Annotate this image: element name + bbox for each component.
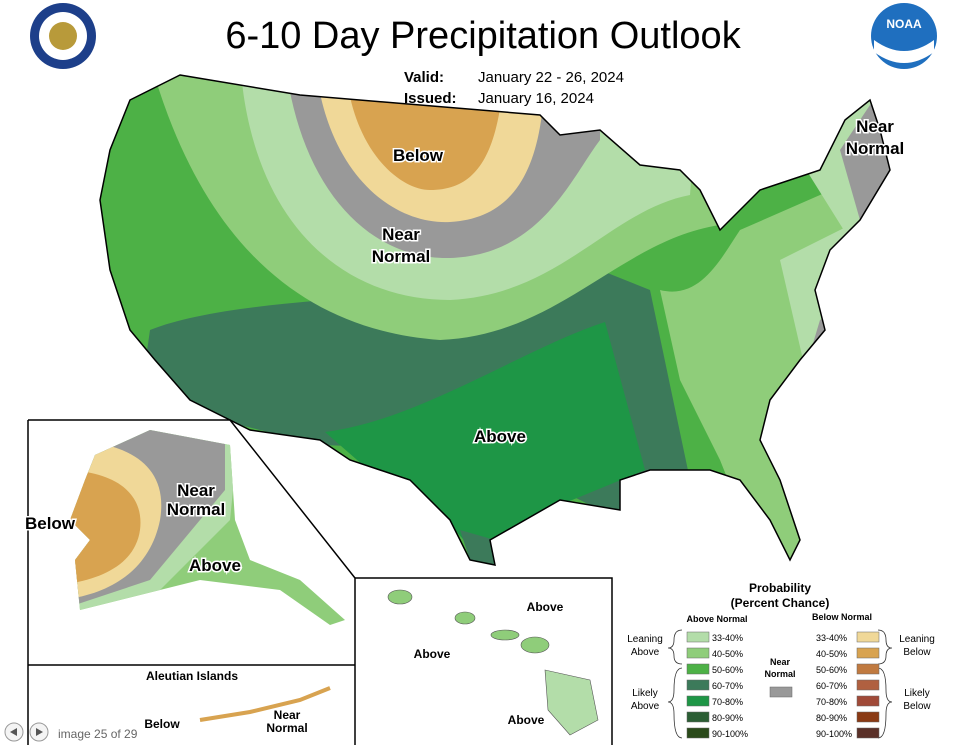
legend-swatch (686, 631, 710, 643)
map-label: Above (189, 556, 241, 575)
legend-swatch (686, 711, 710, 723)
legend-range: 70-80% (712, 697, 743, 707)
legend-range: 90-100% (712, 729, 748, 739)
legend-group: Below (903, 647, 931, 658)
legend-range: 80-90% (816, 713, 847, 723)
hawaii-frame (355, 577, 613, 745)
map-label: Normal (266, 721, 307, 735)
legend-range: 70-80% (816, 697, 847, 707)
map-label: Near (274, 708, 301, 722)
legend-swatch (856, 727, 880, 739)
legend-swatch (856, 663, 880, 675)
legend-range: 40-50% (816, 649, 847, 659)
noaa-text: NOAA (886, 17, 922, 31)
legend-range: 40-50% (712, 649, 743, 659)
legend-rows: 33-40% 40-50% 50-60% 60-70% 70-80% 80-90% 90-1… (686, 631, 880, 739)
alaska-frame (28, 419, 356, 745)
legend-range: 33-40% (816, 633, 847, 643)
hawaii-islands (387, 589, 599, 736)
legend-braces (667, 629, 893, 739)
valid-label: Valid: (404, 69, 444, 86)
commerce-seal (30, 3, 96, 69)
legend-swatch (856, 679, 880, 691)
issued-date: January 16, 2024 (478, 90, 594, 107)
legend-range: 80-90% (712, 713, 743, 723)
map-label: Near (856, 117, 894, 136)
map-label: Normal (846, 139, 905, 158)
legend-title: Probability (749, 581, 811, 595)
legend-group: Leaning (899, 634, 935, 645)
legend-group: Likely (904, 688, 930, 699)
legend-near: Normal (764, 669, 795, 679)
legend-group: Above (631, 647, 660, 658)
legend-subtitle: (Percent Chance) (731, 596, 830, 610)
legend-range: 60-70% (712, 681, 743, 691)
noaa-logo: NOAA (871, 3, 937, 69)
map-label: Near (177, 481, 215, 500)
legend-swatch (856, 695, 880, 707)
legend-group: Below (903, 701, 931, 712)
legend-swatch (856, 647, 880, 659)
legend-swatch (856, 711, 880, 723)
legend-group: Leaning (627, 634, 663, 645)
legend-swatch (769, 686, 793, 698)
legend-swatch (686, 647, 710, 659)
pager-text: image 25 of 29 (58, 727, 138, 741)
legend-group: Above (631, 701, 660, 712)
map-label: Near (382, 225, 420, 244)
legend-heading: Below Normal (812, 612, 872, 622)
conus-border (99, 74, 891, 566)
legend-range: 60-70% (816, 681, 847, 691)
map-label: Below (393, 146, 444, 165)
legend-range: 33-40% (712, 633, 743, 643)
map-label: Above (474, 427, 526, 446)
map-label: Above (414, 647, 451, 661)
legend-swatch (686, 663, 710, 675)
legend-swatch (686, 727, 710, 739)
map-label: Above (508, 713, 545, 727)
legend-range: 50-60% (712, 665, 743, 675)
map-label: Below (25, 514, 76, 533)
issued-label: Issued: (404, 90, 457, 107)
legend-range: 50-60% (816, 665, 847, 675)
legend-range: 90-100% (816, 729, 852, 739)
legend-swatch (686, 695, 710, 707)
valid-dates: January 22 - 26, 2024 (478, 69, 624, 86)
legend-swatch (856, 631, 880, 643)
legend-heading: Above Normal (686, 614, 747, 624)
map-label: Above (527, 600, 564, 614)
aleutian-title: Aleutian Islands (146, 669, 238, 683)
title: 6-10 Day Precipitation Outlook (225, 15, 741, 57)
alaska-map (70, 430, 345, 625)
prev-button[interactable] (4, 722, 24, 742)
map-label: Below (144, 717, 180, 731)
legend-swatch (686, 679, 710, 691)
legend-near: Near (770, 657, 791, 667)
map-label: Normal (372, 247, 431, 266)
next-button[interactable] (29, 722, 49, 742)
map-label: Normal (167, 500, 226, 519)
aleutian-islands (199, 686, 331, 722)
legend-group: Likely (632, 688, 658, 699)
